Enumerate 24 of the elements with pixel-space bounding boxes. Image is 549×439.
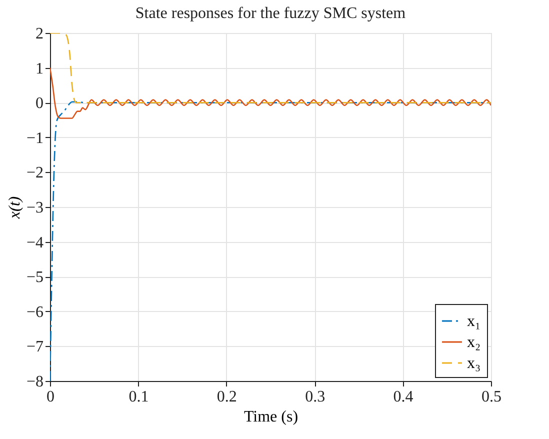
- x-tick-label: 0.3: [305, 388, 326, 406]
- x-tick-label: 0.1: [128, 388, 149, 406]
- y-tick-label: −1: [26, 130, 44, 147]
- y-tick-label: −4: [26, 234, 44, 252]
- y-tick-label: 0: [36, 95, 44, 112]
- x-axis-title: Time (s): [244, 408, 298, 426]
- legend-label: x₂: [467, 334, 481, 351]
- y-axis-title: x(t): [6, 196, 24, 220]
- x-tick-label: 0.4: [393, 388, 414, 406]
- y-tick-label: 2: [36, 26, 44, 42]
- line-series: [50, 67, 491, 119]
- y-tick-label: −6: [26, 304, 44, 321]
- y-tick-label: −7: [26, 338, 44, 356]
- x-tick-label: 0.2: [216, 388, 237, 406]
- y-tick-label: −2: [26, 164, 44, 182]
- chart-title: State responses for the fuzzy SMC system: [135, 5, 406, 22]
- y-tick-label: 1: [36, 60, 44, 78]
- legend-label: x₃: [467, 355, 481, 372]
- y-tick-label: −8: [26, 374, 44, 390]
- y-tick-label: −3: [26, 200, 44, 216]
- x-tick-label: 0: [46, 388, 54, 406]
- legend-label: x₁: [467, 313, 481, 330]
- x-tick-label: 0.5: [482, 388, 502, 406]
- y-tick-label: −5: [26, 269, 44, 286]
